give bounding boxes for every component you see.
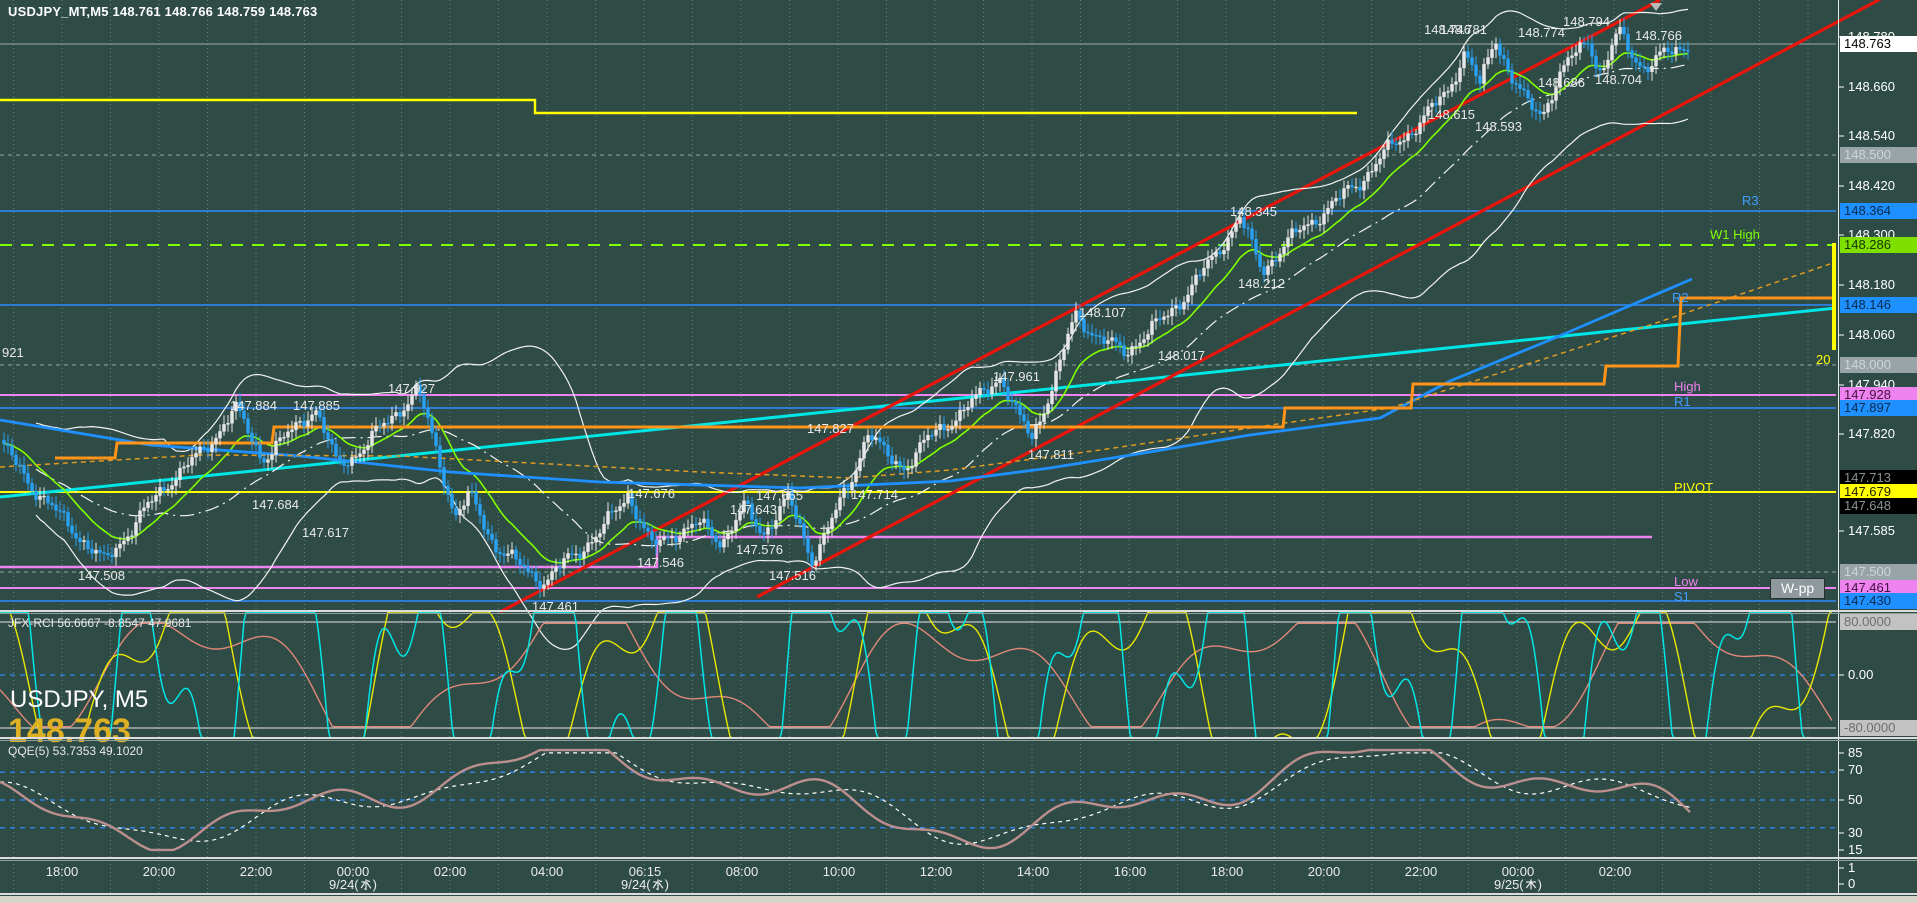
- bollinger-lower-band: [35, 118, 1689, 651]
- yellow-step-level: [0, 98, 1357, 115]
- qqe-signal-line: [0, 752, 1691, 845]
- bollinger-middle-band: [35, 63, 1689, 547]
- ema-fast-line: [3, 52, 1689, 564]
- candles-down: [2, 18, 1690, 598]
- arrow-marker-icon: [1650, 3, 1662, 11]
- qqe-main-line: [0, 748, 1691, 852]
- rci-fast-line: [0, 611, 1832, 739]
- orange-step-line: [55, 296, 1836, 460]
- candles-up: [38, 19, 1678, 597]
- orange-dashed-line: [0, 263, 1831, 479]
- ma-slow-blue-line: [0, 277, 1693, 490]
- rci-slow-line: [0, 622, 1833, 728]
- red-trendline-2: [756, 0, 1883, 599]
- cyan-trendline: [0, 306, 1837, 499]
- violet-step-level: [0, 535, 1652, 569]
- bollinger-upper-band: [35, 8, 1689, 493]
